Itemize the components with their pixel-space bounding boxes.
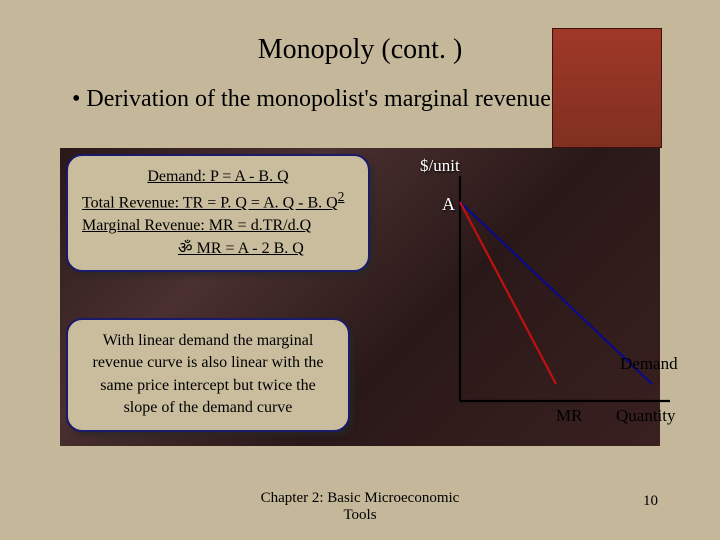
eq-demand: Demand: P = A - B. Q xyxy=(82,166,354,188)
explanation-box: With linear demand the marginal revenue … xyxy=(66,318,350,432)
equations-box: Demand: P = A - B. Q Total Revenue: TR =… xyxy=(66,154,370,272)
demand-line-label: Demand xyxy=(620,354,678,374)
footer-text: Chapter 2: Basic MicroeconomicTools xyxy=(0,490,720,524)
eq-mr-result: ॐ MR = A - 2 B. Q xyxy=(82,238,354,260)
x-axis-label: Quantity xyxy=(616,406,676,426)
mr-line-label: MR xyxy=(556,406,582,426)
chart-svg xyxy=(398,156,678,436)
mr-demand-chart: $/unit A Demand MR Quantity xyxy=(398,156,678,436)
page-number: 10 xyxy=(643,493,658,510)
y-axis-label: $/unit xyxy=(420,156,460,176)
eq-tr: Total Revenue: TR = P. Q = A. Q - B. Q2 xyxy=(82,188,354,215)
bullet-line: • Derivation of the monopolist's margina… xyxy=(72,86,551,113)
mr-line xyxy=(460,202,556,384)
eq-mr-deriv: Marginal Revenue: MR = d.TR/d.Q xyxy=(82,215,354,237)
slide-title: Monopoly (cont. ) xyxy=(0,34,720,66)
intercept-label: A xyxy=(442,194,455,215)
